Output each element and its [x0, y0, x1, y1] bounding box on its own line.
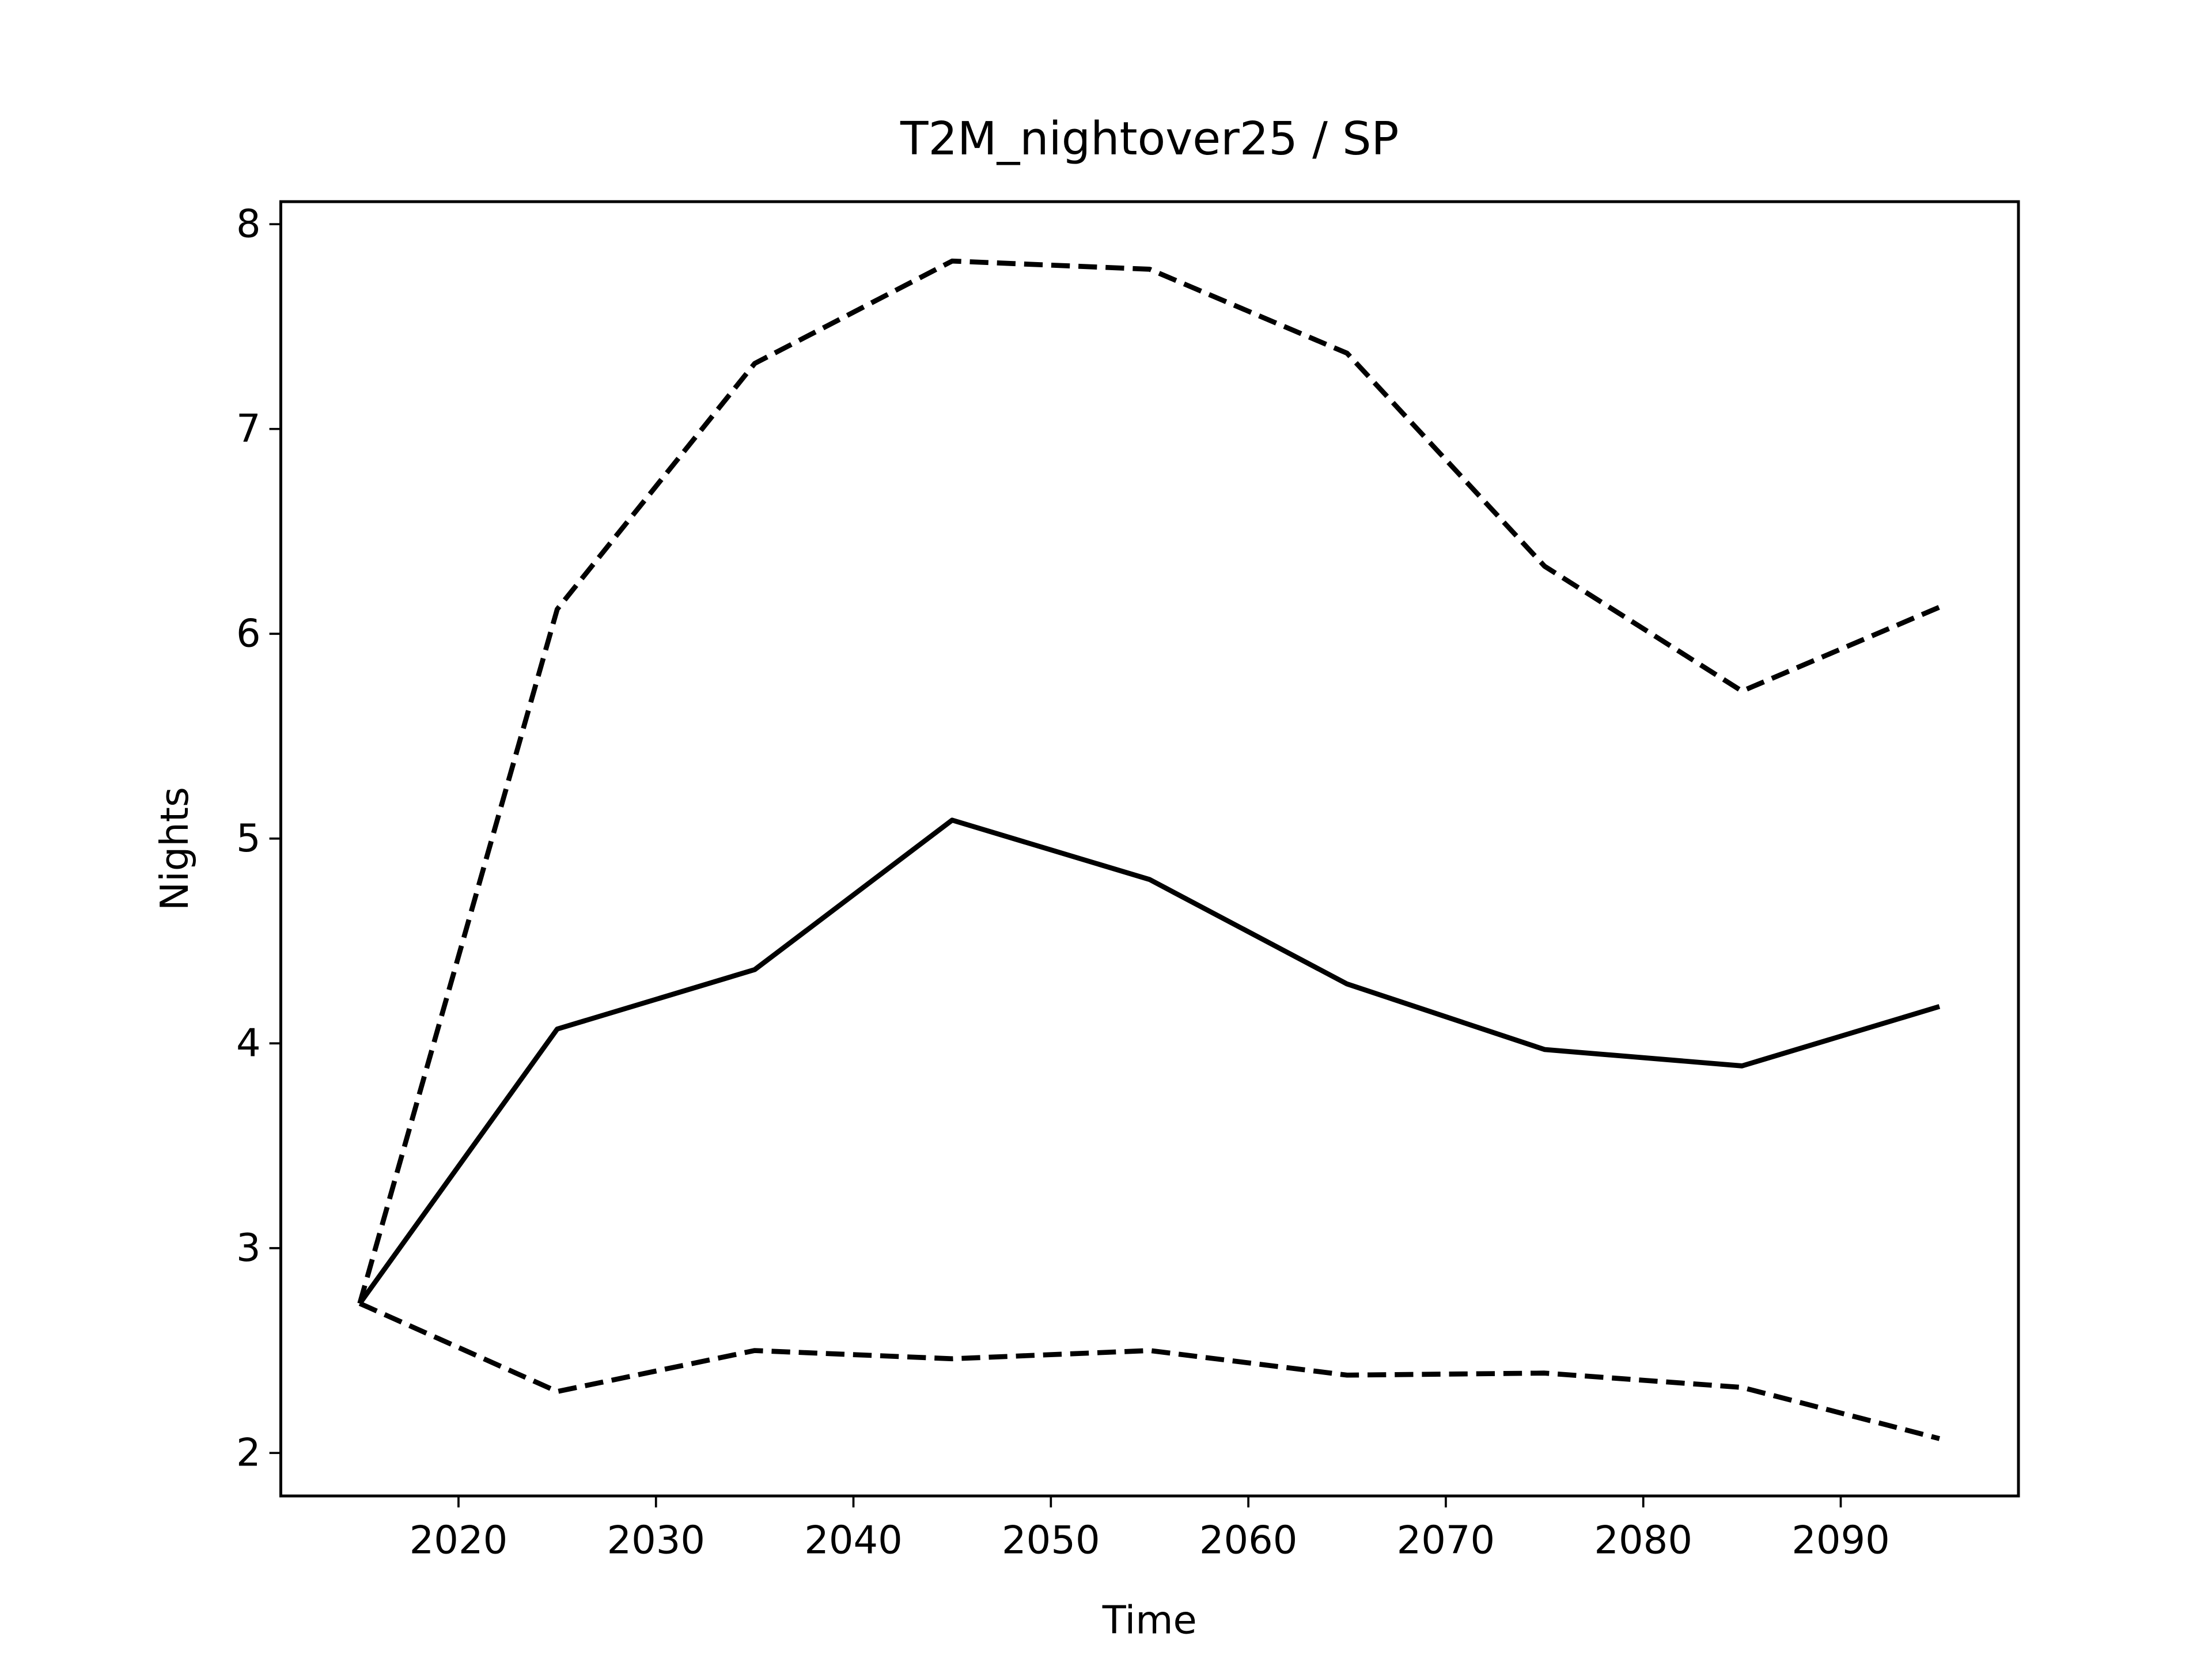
data-line	[357, 258, 1941, 1304]
x-tick-label: 2040	[804, 1517, 903, 1562]
y-tick-label: 7	[236, 406, 261, 451]
x-tick-label: 2080	[1594, 1517, 1692, 1562]
data-line	[358, 817, 1941, 1305]
x-tick-label: 2060	[1199, 1517, 1298, 1562]
y-tick-label: 3	[236, 1225, 261, 1270]
x-axis-label: Time	[1102, 1597, 1197, 1642]
y-tick-label: 2	[236, 1430, 261, 1475]
y-tick-label: 6	[236, 611, 261, 656]
y-tick-label: 8	[236, 202, 261, 247]
data-line	[358, 1301, 1940, 1441]
y-tick-label: 4	[236, 1021, 261, 1066]
x-tick-label: 2050	[1002, 1517, 1100, 1562]
x-tick-label: 2070	[1397, 1517, 1495, 1562]
x-tick-label: 2030	[607, 1517, 705, 1562]
x-tick-label: 2020	[410, 1517, 508, 1562]
y-axis-label: Nights	[152, 787, 197, 911]
x-tick-label: 2090	[1791, 1517, 1890, 1562]
plot-frame	[279, 200, 2020, 1498]
chart-title: T2M_nightover25 / SP	[900, 112, 1399, 165]
y-tick-label: 5	[236, 816, 261, 861]
